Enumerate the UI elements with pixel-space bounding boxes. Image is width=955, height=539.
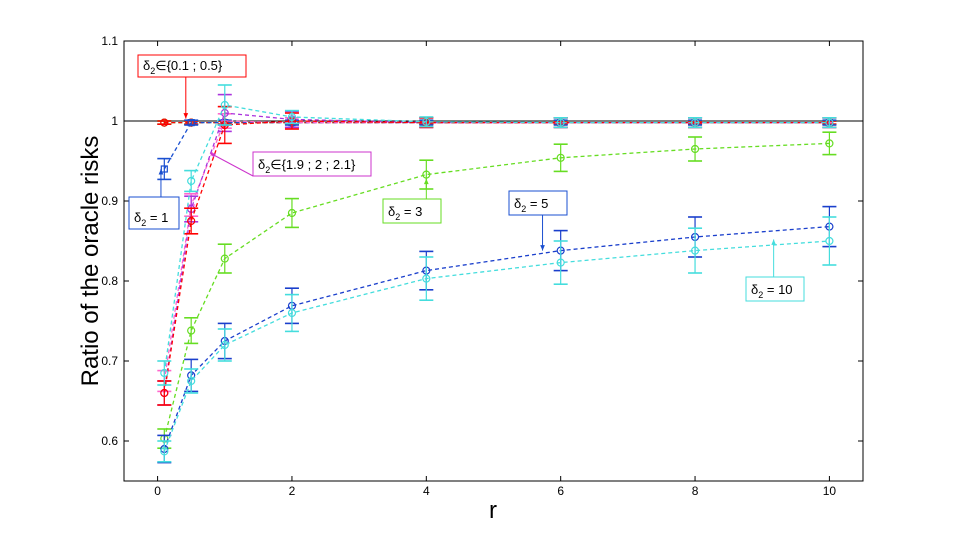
annotation-arrowhead: [423, 178, 429, 185]
data-point: [160, 118, 169, 127]
y-axis: 0.6 0.7 0.8 0.9 1 1.1: [101, 34, 863, 448]
data-point: [220, 254, 229, 263]
series-layer: [157, 84, 837, 464]
annotation-text: δ2 = 1: [134, 210, 168, 228]
y-tick-label: 0.9: [101, 194, 118, 208]
x-axis-label: r: [489, 497, 497, 524]
series-line: [163, 240, 830, 452]
data-point: [187, 176, 196, 186]
data-point: [220, 340, 229, 350]
annotation-text: δ2 = 10: [751, 282, 793, 300]
annotation-text: δ2 = 5: [514, 196, 548, 214]
data-point: [825, 236, 834, 246]
data-point: [287, 208, 297, 218]
data-point: [422, 170, 431, 179]
annotation-box: [252, 151, 372, 177]
x-tick-label: 2: [289, 484, 296, 498]
annotation-box: [137, 54, 247, 78]
annotation-box: [128, 196, 180, 230]
data-point: [287, 308, 297, 318]
annotation-4: δ2 = 5: [508, 190, 568, 251]
annotation-text: δ2∈{1.9 ; 2 ; 2.1}: [258, 157, 356, 175]
annotation-arrowhead: [158, 169, 164, 175]
x-tick-label: 4: [423, 484, 430, 498]
annotation-box: [382, 198, 442, 224]
y-tick-label: 0.6: [101, 434, 118, 448]
annotation-text: δ2∈{0.1 ; 0.5}: [143, 58, 223, 76]
y-tick-label: 0.7: [101, 354, 118, 368]
data-point: [187, 376, 196, 386]
y-axis-label: Ratio of the oracle risks: [77, 136, 104, 387]
annotation-box: [508, 190, 568, 216]
annotation-5: δ2 = 10: [745, 239, 805, 302]
data-point: [690, 144, 700, 154]
annotation-arrowhead: [540, 245, 545, 251]
annotation-arrow: [209, 152, 254, 177]
y-tick-label: 1: [111, 114, 118, 128]
x-axis: 0 2 4 6 8 10: [154, 41, 836, 498]
x-tick-label: 6: [557, 484, 564, 498]
data-point: [690, 118, 700, 127]
data-point: [556, 118, 565, 127]
series-line: [163, 120, 830, 394]
data-point: [556, 153, 565, 162]
series-6: [157, 84, 837, 386]
data-point: [287, 112, 297, 122]
series-9: [157, 216, 837, 463]
annotation-arrowhead: [771, 239, 776, 245]
data-point: [422, 117, 431, 126]
data-point: [556, 258, 565, 267]
data-point: [422, 274, 431, 283]
data-point: [825, 139, 834, 148]
data-point: [187, 216, 196, 226]
y-tick-label: 0.8: [101, 274, 118, 288]
y-tick-label: 1.1: [101, 34, 118, 48]
annotation-box: [745, 276, 805, 302]
data-point: [825, 118, 834, 127]
annotation-3: δ2 = 3: [382, 178, 442, 224]
x-tick-label: 0: [154, 484, 161, 498]
data-point: [220, 100, 229, 110]
x-tick-label: 10: [823, 484, 837, 498]
data-point: [160, 368, 169, 378]
annotation-layer: δ2∈{0.1 ; 0.5} δ2 = 1 δ2∈{1.9 ; 2 ; 2.1} δ2…: [128, 54, 805, 302]
data-point: [187, 326, 196, 335]
annotation-1: δ2 = 1: [128, 169, 180, 230]
data-point: [160, 388, 169, 398]
x-tick-label: 8: [692, 484, 699, 498]
annotation-2: δ2∈{1.9 ; 2 ; 2.1}: [209, 151, 372, 177]
annotation-arrowhead: [183, 113, 189, 119]
series-line: [163, 142, 830, 439]
annotation-arrowhead: [209, 153, 216, 158]
annotation-0: δ2∈{0.1 ; 0.5}: [137, 54, 247, 119]
annotation-text: δ2 = 3: [388, 204, 422, 222]
data-point: [160, 447, 169, 456]
data-point: [187, 118, 195, 127]
data-point: [690, 246, 700, 255]
